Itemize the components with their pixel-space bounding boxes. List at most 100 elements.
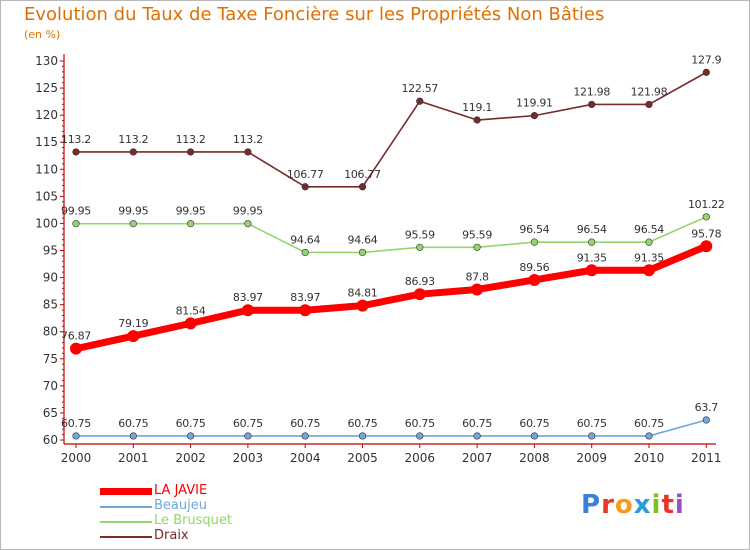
logo-letter: P xyxy=(581,490,602,520)
legend-label-la-javie: LA JAVIE xyxy=(154,483,208,498)
data-point xyxy=(244,148,252,156)
data-label: 96.54 xyxy=(519,223,549,236)
data-label: 99.95 xyxy=(233,205,263,218)
data-label: 87.8 xyxy=(465,270,489,283)
data-label: 60.75 xyxy=(577,417,607,430)
data-label: 99.95 xyxy=(61,205,91,218)
data-label: 63.7 xyxy=(695,401,719,414)
y-tick-label: 60 xyxy=(43,433,58,447)
data-point xyxy=(70,342,82,355)
data-label: 60.75 xyxy=(176,417,206,430)
data-label: 113.2 xyxy=(61,133,91,146)
logo-letter: r xyxy=(601,490,615,520)
data-label: 60.75 xyxy=(462,417,492,430)
data-label: 99.95 xyxy=(118,205,148,218)
data-point xyxy=(416,432,424,440)
data-point xyxy=(473,432,481,440)
data-label: 96.54 xyxy=(577,223,607,236)
data-label: 60.75 xyxy=(348,417,378,430)
legend-swatch-le-brusquet xyxy=(100,521,152,523)
data-point xyxy=(645,432,653,440)
data-point xyxy=(645,100,653,109)
data-label: 127.9 xyxy=(691,53,721,66)
data-point xyxy=(72,432,80,440)
series-line xyxy=(72,242,710,353)
y-tick-label: 130 xyxy=(35,54,58,68)
x-tick-label: 2005 xyxy=(347,451,378,465)
y-tick-label: 100 xyxy=(35,216,58,230)
data-label: 60.75 xyxy=(233,417,263,430)
logo-letter: i xyxy=(674,490,685,520)
data-point xyxy=(702,213,710,221)
x-tick-label: 2008 xyxy=(519,451,550,465)
data-point xyxy=(244,432,252,440)
y-tick-label: 115 xyxy=(35,135,58,149)
data-point xyxy=(244,220,252,228)
data-point xyxy=(471,283,484,296)
data-point xyxy=(530,432,539,440)
data-point xyxy=(356,299,369,312)
data-point xyxy=(301,432,309,440)
data-label: 106.77 xyxy=(287,168,324,181)
y-tick-label: 80 xyxy=(43,325,58,339)
x-tick-label: 2000 xyxy=(61,451,92,465)
data-label: 91.35 xyxy=(577,251,607,264)
chart-unit: (en %) xyxy=(24,28,61,41)
data-label: 122.57 xyxy=(401,82,438,95)
data-point xyxy=(645,238,653,246)
data-point xyxy=(588,100,596,109)
data-point xyxy=(588,238,596,246)
y-tick-label: 95 xyxy=(43,244,58,258)
data-point xyxy=(72,148,80,156)
data-label: 79.19 xyxy=(118,317,148,330)
x-tick-label: 2004 xyxy=(290,451,321,465)
logo-letter: t xyxy=(661,490,675,520)
data-point xyxy=(301,183,309,191)
data-point xyxy=(72,220,80,228)
data-point xyxy=(358,432,367,440)
data-label: 84.81 xyxy=(348,287,378,300)
data-label: 94.64 xyxy=(348,233,378,246)
legend-label-draix: Draix xyxy=(154,528,189,543)
data-label: 94.64 xyxy=(290,233,320,246)
x-tick-label: 2002 xyxy=(175,451,206,465)
data-point xyxy=(473,116,481,124)
y-tick-label: 65 xyxy=(43,406,58,420)
data-label: 95.78 xyxy=(691,227,721,240)
x-tick-label: 2009 xyxy=(576,451,607,465)
y-tick-label: 75 xyxy=(43,352,58,366)
data-point xyxy=(416,243,424,251)
data-label: 113.2 xyxy=(233,133,263,146)
data-label: 121.98 xyxy=(631,85,668,98)
logo-letter: o xyxy=(614,490,634,520)
data-label: 83.97 xyxy=(290,291,320,304)
data-label: 106.77 xyxy=(344,168,381,181)
data-label: 119.91 xyxy=(516,97,553,110)
x-tick-label: 2006 xyxy=(405,451,436,465)
data-label: 96.54 xyxy=(634,223,664,236)
data-point xyxy=(530,112,539,120)
proxiti-logo: Proxiti xyxy=(581,490,685,520)
data-point xyxy=(187,148,195,156)
series-line xyxy=(75,71,708,188)
y-tick-label: 120 xyxy=(35,108,58,122)
data-label: 86.93 xyxy=(405,275,435,288)
data-label: 91.35 xyxy=(634,251,664,264)
legend-swatch-draix xyxy=(100,536,152,538)
legend-swatch-la-javie xyxy=(100,488,152,495)
data-label: 76.87 xyxy=(61,330,91,343)
data-point xyxy=(187,220,195,228)
data-point xyxy=(416,97,424,105)
legend-label-le-brusquet: Le Brusquet xyxy=(154,513,233,528)
data-label: 81.54 xyxy=(176,304,206,317)
data-label: 60.75 xyxy=(118,417,148,430)
data-point xyxy=(700,240,713,253)
y-tick-label: 70 xyxy=(43,379,58,393)
data-point xyxy=(127,330,140,343)
data-point xyxy=(473,243,481,251)
data-point xyxy=(585,264,598,277)
series-line xyxy=(75,216,708,254)
data-point xyxy=(187,432,195,440)
